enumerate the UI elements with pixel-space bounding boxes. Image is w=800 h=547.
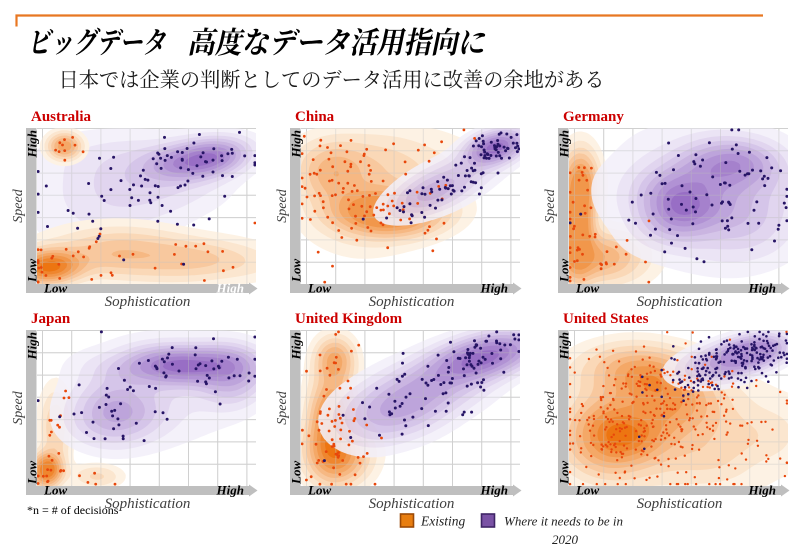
svg-text:Speed: Speed — [275, 390, 290, 424]
svg-text:High: High — [24, 332, 39, 360]
svg-text:Australia: Australia — [31, 109, 92, 125]
svg-text:Sophistication: Sophistication — [637, 496, 723, 512]
svg-text:Sophistication: Sophistication — [637, 294, 723, 310]
svg-text:Low: Low — [24, 461, 39, 485]
svg-text:High: High — [556, 332, 571, 360]
svg-text:Low: Low — [556, 461, 571, 485]
svg-text:Low: Low — [575, 281, 599, 296]
svg-text:United Kingdom: United Kingdom — [295, 311, 403, 327]
svg-text:China: China — [295, 109, 335, 125]
svg-text:High: High — [556, 130, 571, 158]
svg-text:Speed: Speed — [11, 390, 26, 424]
svg-text:Low: Low — [288, 461, 303, 485]
svg-text:Low: Low — [307, 281, 331, 296]
svg-text:Where it needs to be in: Where it needs to be in — [504, 514, 623, 529]
svg-text:High: High — [288, 130, 303, 158]
svg-text:Speed: Speed — [275, 188, 290, 222]
svg-text:Speed: Speed — [543, 188, 558, 222]
svg-text:Low: Low — [43, 281, 67, 296]
svg-text:High: High — [748, 483, 776, 498]
svg-text:High: High — [216, 281, 244, 296]
svg-text:2020: 2020 — [552, 532, 579, 547]
svg-text:High: High — [480, 281, 508, 296]
svg-text:High: High — [480, 483, 508, 498]
svg-text:Sophistication: Sophistication — [105, 294, 191, 310]
svg-text:Speed: Speed — [543, 390, 558, 424]
svg-text:Sophistication: Sophistication — [105, 496, 191, 512]
svg-text:Low: Low — [24, 259, 39, 283]
svg-text:Germany: Germany — [563, 109, 624, 125]
svg-text:Sophistication: Sophistication — [369, 294, 455, 310]
svg-text:High: High — [216, 483, 244, 498]
svg-text:High: High — [24, 130, 39, 158]
svg-text:Low: Low — [288, 259, 303, 283]
svg-text:Existing: Existing — [420, 514, 465, 529]
svg-text:Low: Low — [575, 483, 599, 498]
svg-text:Sophistication: Sophistication — [369, 496, 455, 512]
svg-text:Low: Low — [43, 483, 67, 498]
svg-text:High: High — [748, 281, 776, 296]
svg-text:United States: United States — [563, 311, 649, 327]
svg-text:Japan: Japan — [31, 311, 71, 327]
svg-text:Speed: Speed — [11, 188, 26, 222]
svg-text:Low: Low — [556, 259, 571, 283]
svg-text:High: High — [288, 332, 303, 360]
svg-text:*n = # of decisions: *n = # of decisions — [27, 503, 119, 517]
svg-text:Low: Low — [307, 483, 331, 498]
